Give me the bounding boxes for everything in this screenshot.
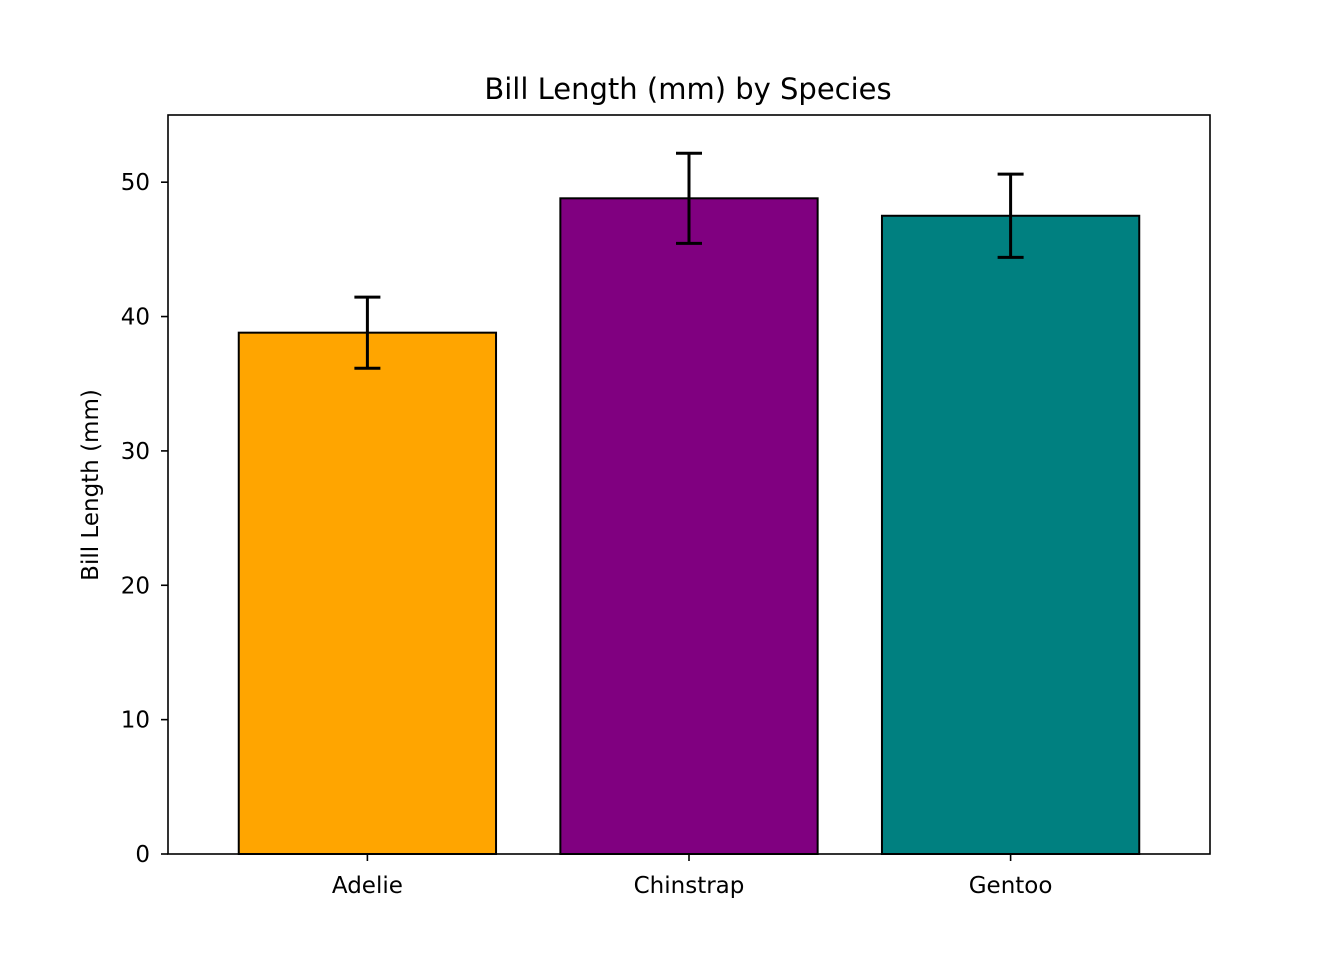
chart-title: Bill Length (mm) by Species [484, 72, 891, 106]
bar-gentoo [880, 214, 1141, 856]
plot-frame [167, 114, 1211, 855]
y-axis: 0 10 20 30 40 50 [121, 170, 168, 868]
error-bars-layer [354, 151, 1024, 370]
error-bar-gentoo [997, 172, 1024, 259]
y-axis-label: Bill Length (mm) [78, 389, 104, 581]
y-tick-label: 10 [121, 708, 150, 734]
x-tick-label: Adelie [332, 873, 403, 899]
y-tick-label: 50 [121, 170, 150, 196]
y-tick-label: 0 [135, 842, 150, 868]
y-tick-label: 20 [121, 573, 150, 599]
error-bar-adelie [354, 295, 381, 370]
bar-chinstrap [559, 197, 819, 855]
x-axis: Adelie Chinstrap Gentoo [332, 854, 1053, 899]
x-tick-label: Chinstrap [634, 873, 745, 899]
x-tick-label: Gentoo [969, 873, 1053, 899]
y-tick-label: 40 [121, 305, 150, 331]
error-bar-chinstrap [676, 151, 702, 245]
bar-adelie [237, 331, 498, 856]
y-tick-label: 30 [121, 439, 150, 465]
